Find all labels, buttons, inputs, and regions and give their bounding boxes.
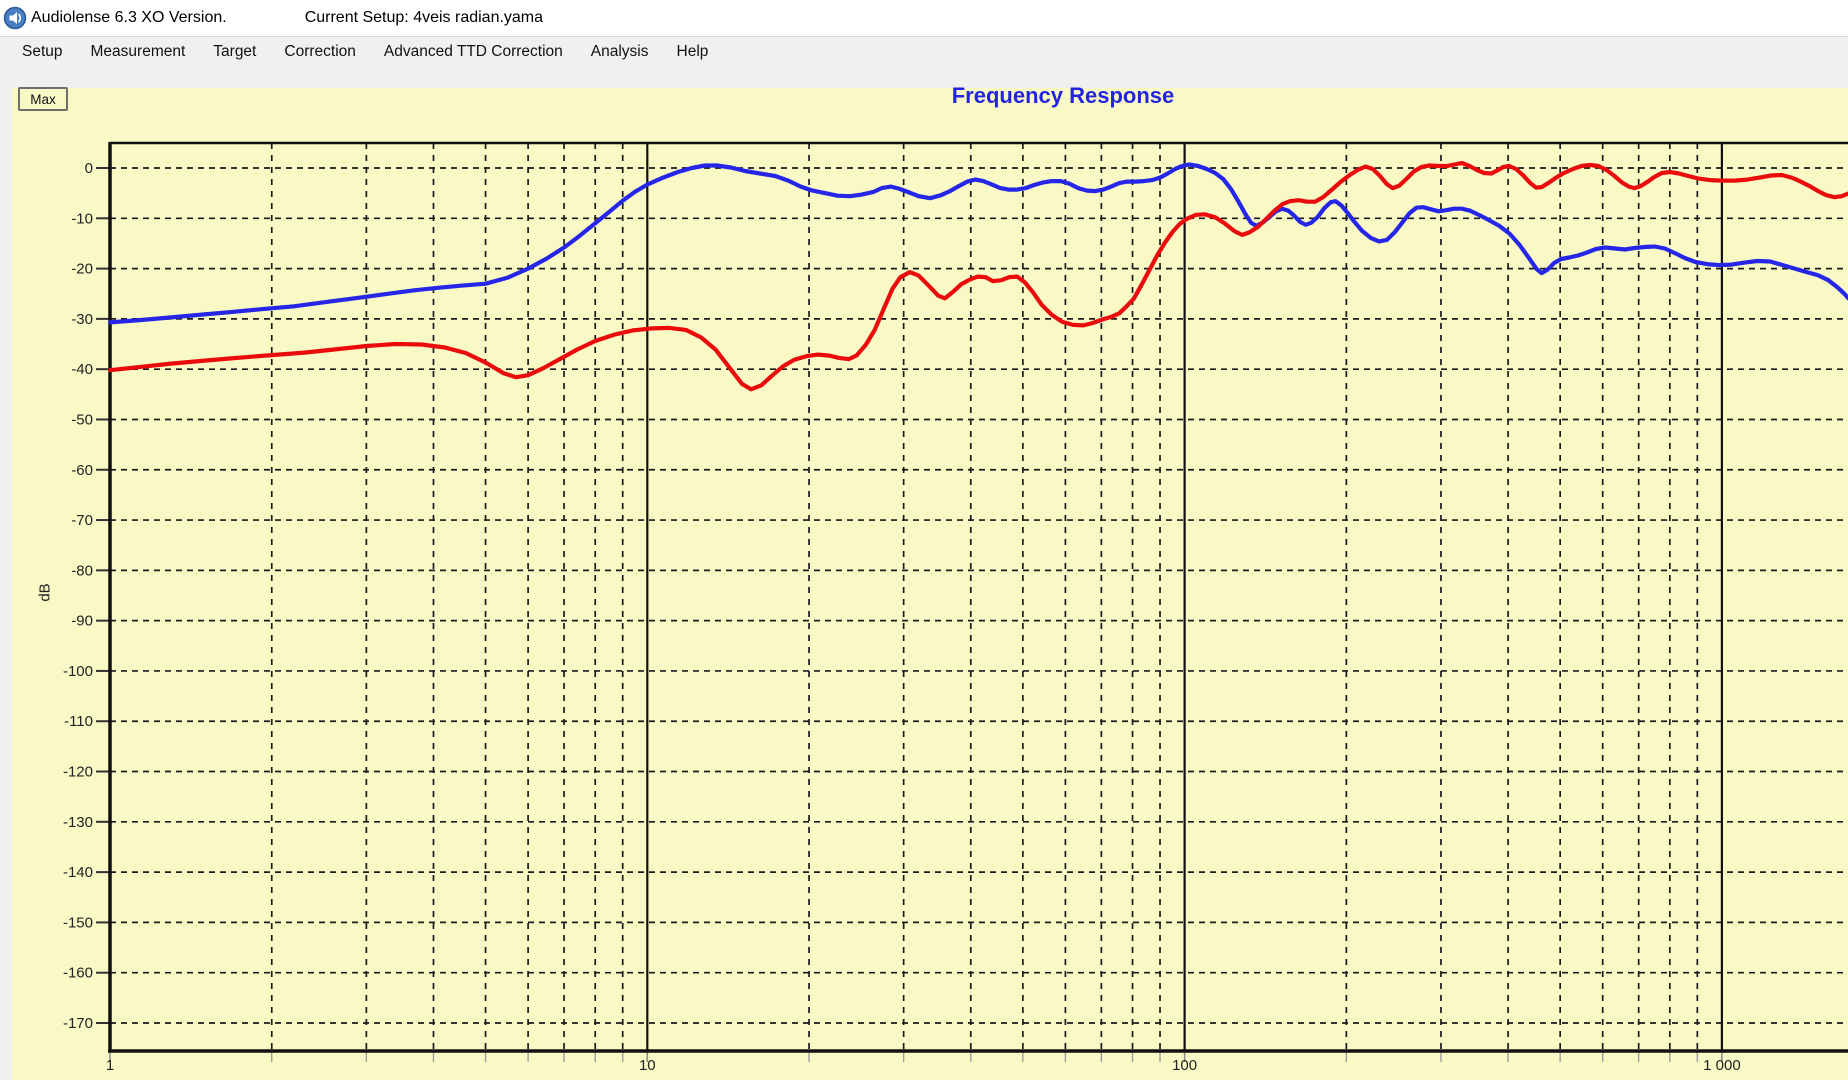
menu-analysis[interactable]: Analysis <box>590 42 649 60</box>
svg-text:-100: -100 <box>63 663 93 680</box>
svg-text:-120: -120 <box>63 764 93 781</box>
title-bar: Audiolense 6.3 XO Version. Current Setup… <box>0 0 1848 36</box>
menu-measurement[interactable]: Measurement <box>90 42 186 60</box>
app-speaker-icon <box>3 6 27 30</box>
svg-text:0: 0 <box>85 160 93 177</box>
svg-text:-70: -70 <box>71 512 93 529</box>
svg-text:-90: -90 <box>71 613 93 630</box>
svg-text:-30: -30 <box>71 311 93 328</box>
svg-text:-10: -10 <box>71 210 93 227</box>
menu-target[interactable]: Target <box>213 42 257 60</box>
svg-text:-80: -80 <box>71 562 93 579</box>
svg-text:100: 100 <box>1172 1057 1197 1074</box>
svg-text:-140: -140 <box>63 864 93 881</box>
menu-correction[interactable]: Correction <box>284 42 356 60</box>
window-title: Audiolense 6.3 XO Version. <box>31 9 227 26</box>
svg-text:-170: -170 <box>63 1015 93 1032</box>
blue-response <box>107 162 1848 325</box>
svg-text:-60: -60 <box>71 462 93 479</box>
svg-text:-110: -110 <box>64 713 93 730</box>
svg-text:-130: -130 <box>63 814 93 831</box>
svg-text:-40: -40 <box>71 361 93 378</box>
svg-text:-20: -20 <box>71 261 93 278</box>
svg-text:-160: -160 <box>63 965 93 982</box>
svg-text:-50: -50 <box>71 411 93 428</box>
chart-title: Frequency Response <box>951 83 1175 108</box>
max-button[interactable]: Max <box>18 87 68 111</box>
menu-bar: Setup Measurement Target Correction Adva… <box>0 36 1848 66</box>
red-response <box>107 160 1848 392</box>
svg-text:-150: -150 <box>63 914 93 931</box>
svg-text:10: 10 <box>639 1057 656 1074</box>
current-setup-label: Current Setup: 4veis radian.yama <box>304 9 544 26</box>
menu-advanced-ttd-correction[interactable]: Advanced TTD Correction <box>383 42 563 60</box>
menu-setup[interactable]: Setup <box>22 42 63 60</box>
menu-help[interactable]: Help <box>676 42 709 60</box>
y-axis-unit-label: dB <box>36 583 54 602</box>
svg-text:1 000: 1 000 <box>1703 1057 1741 1074</box>
chart-panel <box>12 88 1848 1080</box>
svg-text:1: 1 <box>106 1057 114 1074</box>
